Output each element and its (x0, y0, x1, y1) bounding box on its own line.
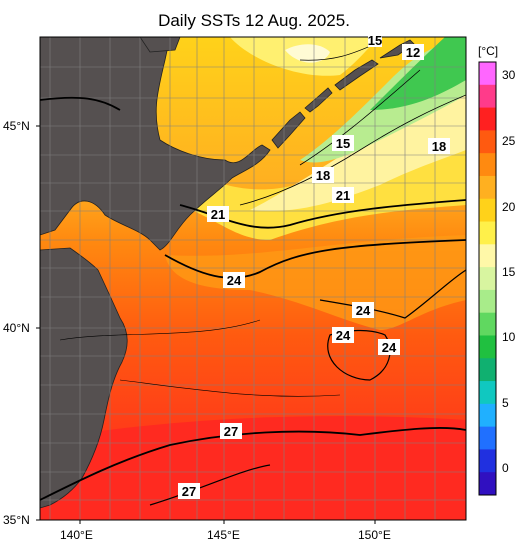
colorbar-tick: 30 (502, 68, 516, 82)
colorbar-segment (479, 130, 496, 154)
contour-label: 18 (316, 168, 330, 183)
lon-label-150: 150°E (358, 528, 391, 542)
lat-label-45: 45°N (3, 119, 30, 133)
map-title: Daily SSTs 12 Aug. 2025. (158, 11, 350, 30)
contour-label: 27 (182, 484, 196, 499)
lat-label-35: 35°N (3, 513, 30, 527)
lon-label-145: 145°E (207, 528, 240, 542)
colorbar-segment (479, 449, 496, 473)
colorbar-segment (479, 62, 496, 86)
colorbar-segment (479, 84, 496, 109)
contour-label: 24 (356, 303, 371, 318)
map-frame (39, 36, 467, 521)
contour-label: 27 (224, 424, 238, 439)
contour-label: 24 (382, 340, 397, 355)
contour-label: 15 (368, 33, 382, 48)
contour-label: 24 (336, 328, 351, 343)
colorbar-segment (479, 244, 496, 268)
colorbar-segment (479, 335, 496, 359)
pale-eddy (285, 44, 330, 63)
colorbar-tick: 25 (502, 134, 516, 148)
region-12 (370, 37, 466, 110)
colorbar-segment (479, 381, 496, 405)
contour-label: 21 (211, 207, 225, 222)
colorbar-segment (479, 358, 496, 382)
contour-label: 24 (227, 273, 242, 288)
warm-band-27 (40, 416, 466, 520)
lon-label-140: 140°E (60, 528, 93, 542)
colorbar-segment (479, 403, 496, 428)
region-24 (165, 235, 466, 330)
map-area (40, 37, 466, 520)
colorbar-tick: 5 (502, 396, 509, 410)
contour-label: 15 (336, 136, 350, 151)
contour-label: 18 (432, 139, 446, 154)
axis-ticks (36, 125, 376, 524)
colorbar-segment (479, 289, 496, 314)
colorbar-segment (479, 472, 496, 496)
region-18 (250, 95, 466, 211)
contour-labels: 12 15 15 18 18 21 21 24 24 24 24 27 27 (178, 33, 450, 499)
colorbar-segment (479, 267, 496, 291)
colorbar-segment (479, 221, 496, 245)
colorbar-segment (479, 175, 496, 200)
colorbar-segment (479, 153, 496, 177)
colorbar-tick: 10 (502, 330, 516, 344)
colorbar-segment (479, 426, 496, 450)
lat-label-40: 40°N (3, 321, 30, 335)
contour-label: 21 (336, 188, 350, 203)
colorbar-tick: 15 (502, 265, 516, 279)
colorbar (478, 61, 497, 496)
colorbar-segment (479, 198, 496, 223)
graticule (40, 37, 466, 520)
colorbar-tick: 0 (502, 461, 509, 475)
colorbar-unit: [°C] (478, 44, 499, 58)
colorbar-segment (479, 107, 496, 131)
contour-label: 12 (406, 45, 420, 60)
colorbar-tick: 20 (502, 200, 516, 214)
colorbar-segment (479, 312, 496, 336)
